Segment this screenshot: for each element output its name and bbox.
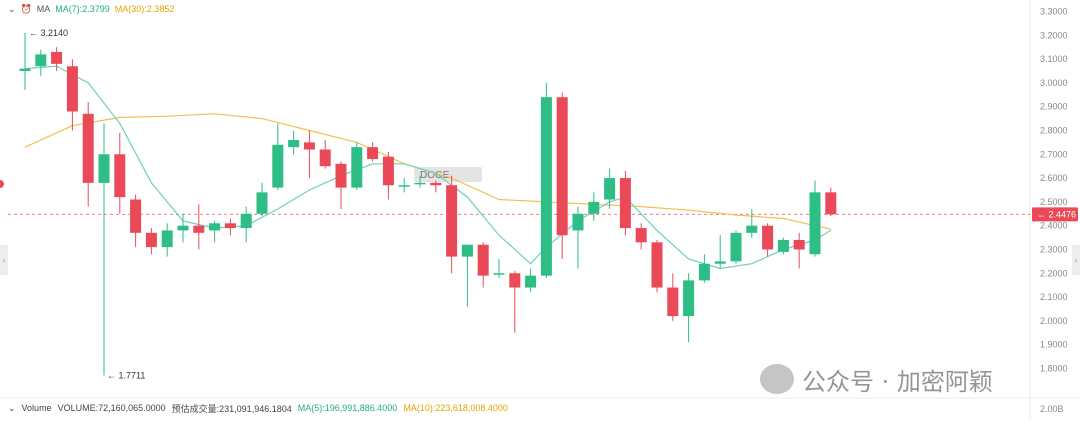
symbol-label-bg xyxy=(414,167,482,182)
volume-ma10: MA(10):223,618,008.4000 xyxy=(403,403,508,413)
watermark: 公众号 · 加密阿颖 xyxy=(760,362,1080,396)
candle-body xyxy=(19,68,31,72)
collapse-chevron-icon[interactable]: ⌄ xyxy=(8,3,16,14)
candle-body xyxy=(209,223,221,231)
candle-body xyxy=(367,147,379,160)
candle-body xyxy=(493,273,505,275)
y-tick-label: 2.2000 xyxy=(1040,268,1068,278)
candle-body xyxy=(777,239,789,252)
candle-body xyxy=(667,287,679,317)
volume-ma5: MA(5):196,991,886.4000 xyxy=(297,403,398,413)
low-price-marker: ← 1.7711 xyxy=(107,370,145,380)
candle-body xyxy=(509,273,521,288)
candle-body xyxy=(51,51,63,64)
candle-body xyxy=(714,261,726,264)
volume-bar: ⌄ Volume VOLUME:72,160,065.0000 预估成交量:23… xyxy=(8,402,508,414)
right-scroll-handle[interactable]: ‹ xyxy=(1072,245,1080,275)
left-scroll-handle[interactable]: › xyxy=(0,245,8,275)
candle-body xyxy=(240,213,252,229)
y-tick-label: 2.3000 xyxy=(1040,244,1068,254)
volume-axis-label: 2.00B xyxy=(1040,404,1064,414)
candle-body xyxy=(809,192,821,255)
candle-body xyxy=(98,154,110,183)
candle-body xyxy=(303,142,315,150)
y-tick-label: 1.9000 xyxy=(1040,340,1068,350)
candle-body xyxy=(619,178,631,229)
current-price-tag xyxy=(1032,207,1078,222)
y-tick-label: 2.9000 xyxy=(1040,102,1068,112)
y-tick-label: 3.2000 xyxy=(1040,30,1068,40)
candle-body xyxy=(35,54,47,67)
symbol-label: DOGE xyxy=(420,170,450,181)
candle-body xyxy=(683,280,695,317)
candle-body xyxy=(161,230,173,248)
candle-body xyxy=(461,244,473,257)
candle-body xyxy=(130,199,142,233)
y-tick-label: 3.0000 xyxy=(1040,78,1068,88)
candle-body xyxy=(540,97,552,276)
candle-body xyxy=(288,140,300,148)
candle-body xyxy=(793,239,805,250)
alarm-icon[interactable]: ⏰ xyxy=(20,3,32,14)
candle-body xyxy=(588,201,600,214)
candle-body xyxy=(825,192,837,215)
price-marker-dot xyxy=(0,180,4,188)
candle-body xyxy=(382,156,394,186)
candle-body xyxy=(398,185,410,187)
y-tick-label: 2.6000 xyxy=(1040,173,1068,183)
candle-body xyxy=(414,182,426,185)
candle-body xyxy=(730,232,742,262)
wechat-logo-icon xyxy=(760,364,794,394)
candle-body xyxy=(193,225,205,233)
collapse-chevron-icon[interactable]: ⌄ xyxy=(8,402,16,413)
watermark-text: 公众号 · 加密阿颖 xyxy=(802,367,993,396)
y-tick-label: 2.0000 xyxy=(1040,316,1068,326)
candle-body xyxy=(82,113,94,183)
y-tick-label: 3.1000 xyxy=(1040,54,1068,64)
estimated-volume: 预估成交量:231,091,946.1804 xyxy=(171,403,292,414)
y-tick-label: 2.5000 xyxy=(1040,197,1068,207)
candle-body xyxy=(351,147,363,188)
candle-body xyxy=(66,66,78,112)
y-tick-label: 3.3000 xyxy=(1040,7,1068,17)
ma7-legend: MA(7):2.3799 xyxy=(55,4,110,14)
candle-body xyxy=(114,154,126,198)
candle-body xyxy=(177,225,189,231)
candle-body xyxy=(525,275,537,288)
candle-body xyxy=(446,185,458,257)
candle-body xyxy=(430,182,442,186)
y-tick-label: 2.7000 xyxy=(1040,149,1068,159)
ma30-legend: MA(30):2.3852 xyxy=(114,4,175,14)
candle-body xyxy=(145,232,157,248)
candle-body xyxy=(572,213,584,231)
candle-body xyxy=(335,163,347,188)
candle-body xyxy=(272,144,284,188)
y-tick-label: 2.8000 xyxy=(1040,125,1068,135)
current-price-label: ← 2.4476 xyxy=(1037,209,1076,219)
candle-body xyxy=(477,244,489,276)
volume-title: Volume xyxy=(21,403,52,413)
indicator-bar: ⌄ ⏰ MA MA(7):2.3799 MA(30):2.3852 xyxy=(8,3,174,15)
candle-body xyxy=(698,263,710,281)
candle-body xyxy=(319,149,331,167)
candle-body xyxy=(224,223,236,229)
high-price-marker: ← 3.2140 xyxy=(29,28,68,38)
y-tick-label: 2.1000 xyxy=(1040,292,1068,302)
candle-body xyxy=(635,228,647,243)
candle-body xyxy=(604,178,616,200)
candle-body xyxy=(256,192,268,214)
volume-value: VOLUME:72,160,065.0000 xyxy=(57,403,166,413)
candle-body xyxy=(762,225,774,250)
candle-body xyxy=(651,242,663,288)
candle-body xyxy=(746,225,758,233)
indicator-label: MA xyxy=(36,4,51,14)
y-tick-label: 1.8000 xyxy=(1040,363,1068,373)
candle-body xyxy=(556,97,568,236)
y-tick-label: 2.4000 xyxy=(1040,221,1068,231)
